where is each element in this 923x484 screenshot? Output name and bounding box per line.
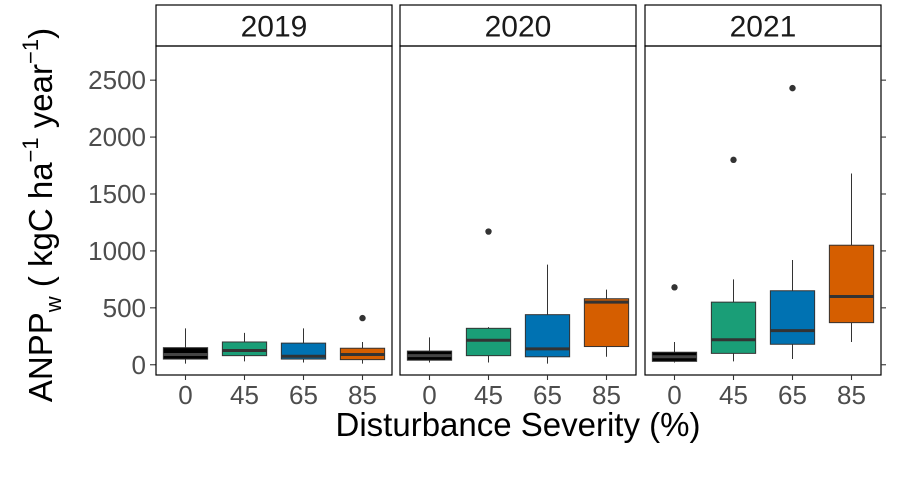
facet-panel-2020: 2020 0 45 65 85: [399, 4, 637, 410]
svg-text:ANPPw ( kgC ha−1 year−1): ANPPw ( kgC ha−1 year−1): [18, 28, 66, 402]
y-tick-label: 1500: [88, 179, 146, 209]
outlier-point: [789, 84, 796, 92]
panel-border: [644, 45, 882, 376]
x-tick-label: 45: [474, 380, 503, 410]
box-2020-0: [406, 337, 453, 363]
y-axis-title-sup1: −1: [18, 137, 43, 162]
box-2020-65: [524, 264, 571, 364]
y-tick-label: 2500: [88, 65, 146, 95]
box-body: [769, 290, 816, 345]
x-tick-label: 85: [348, 380, 377, 410]
box-2019-85: [339, 314, 386, 364]
y-axis-title-mid: ( kgC ha: [22, 162, 59, 297]
facet-panel-2019: 2019 0 45 65 85: [155, 4, 393, 410]
x-tick-label: 45: [230, 380, 259, 410]
y-tick-label: 0: [132, 350, 146, 380]
y-axis-title-main: ANPP: [22, 312, 59, 402]
x-axis-title: Disturbance Severity (%): [336, 406, 701, 443]
facet-strip-label: 2019: [241, 11, 308, 44]
x-tick-label: 65: [289, 380, 318, 410]
outlier-point: [359, 314, 366, 322]
outlier-point: [730, 156, 737, 164]
y-axis-title-sub: w: [41, 296, 66, 313]
y-axis-title-sup2: −1: [18, 39, 43, 64]
x-tick-label: 85: [837, 380, 866, 410]
facet-strip-label: 2020: [485, 11, 552, 44]
y-tick-label: 1000: [88, 236, 146, 266]
x-tick-label: 65: [533, 380, 562, 410]
facet-panel-2021: 2021 0 45 65 85: [644, 4, 886, 410]
box-body: [583, 298, 630, 348]
facet-panels: 2019 0 45 65 85 2020 0 45 65 85 2021 0 45 65 85: [155, 4, 886, 410]
y-axis-title-close: ): [22, 28, 59, 39]
facet-strip-label: 2021: [730, 11, 797, 44]
box-2019-0: [162, 328, 209, 364]
box-2020-45: [465, 228, 512, 363]
x-tick-label: 0: [178, 380, 192, 410]
box-body: [524, 314, 571, 358]
box-body: [710, 301, 757, 354]
x-tick-label: 0: [667, 380, 681, 410]
box-2019-65: [280, 328, 327, 363]
box-2020-85: [583, 289, 630, 357]
box-2021-65: [769, 84, 816, 360]
y-tick-label: 2000: [88, 122, 146, 152]
x-tick-label: 0: [422, 380, 436, 410]
box-2021-0: [651, 284, 698, 363]
box-body: [221, 341, 268, 357]
y-axis-title: ANPPw ( kgC ha−1 year−1): [18, 28, 66, 402]
x-tick-label: 45: [719, 380, 748, 410]
facet-strip: [399, 4, 637, 47]
y-axis-title-tail: year: [22, 64, 59, 137]
panel-border: [155, 45, 393, 376]
outlier-point: [671, 284, 678, 291]
x-tick-label: 85: [592, 380, 621, 410]
box-2019-45: [221, 332, 268, 362]
y-tick-label: 500: [103, 293, 146, 323]
y-axis-left: 0 500 1000 1500 2000 2500: [88, 65, 156, 380]
panel-border: [399, 45, 637, 376]
box-body: [465, 327, 512, 357]
x-tick-label: 65: [778, 380, 807, 410]
box-2021-45: [710, 156, 757, 362]
box-2021-85: [828, 173, 875, 342]
box-body: [828, 244, 875, 324]
outlier-point: [485, 228, 492, 235]
